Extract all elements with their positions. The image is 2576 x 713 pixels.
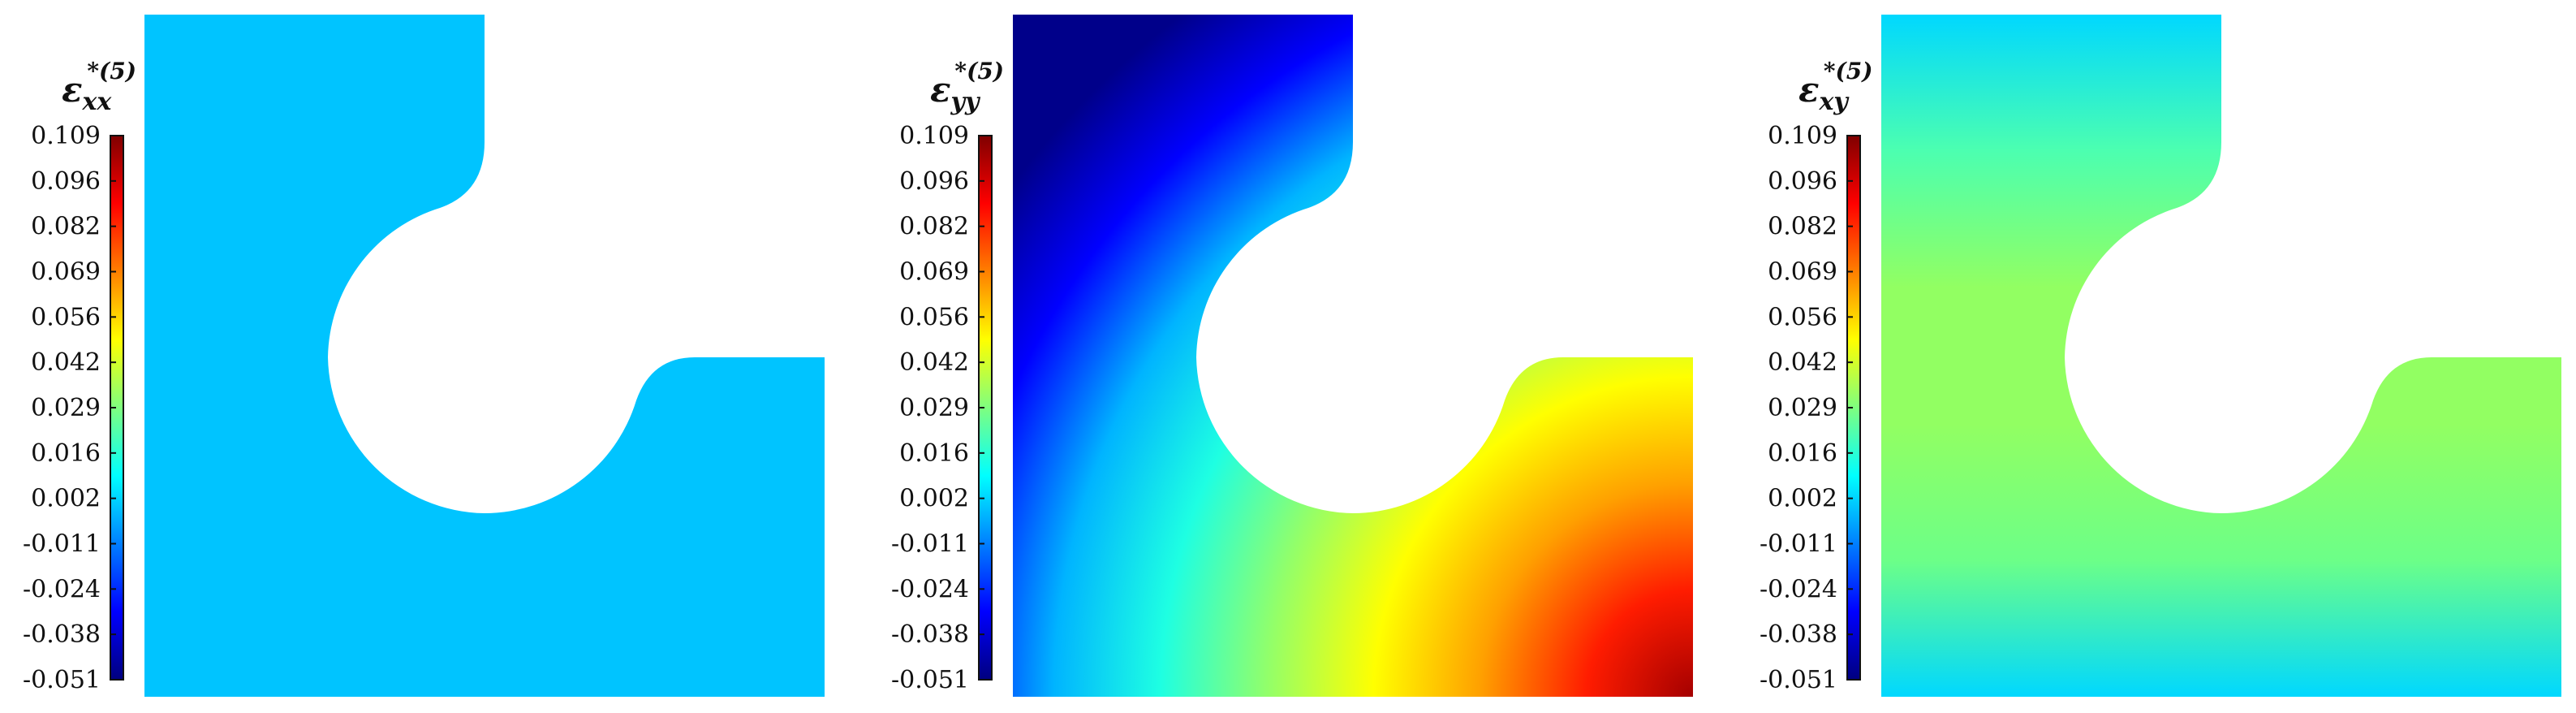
tick-label: 0.069 (31, 258, 101, 287)
tick-label: 0.109 (31, 122, 101, 150)
tick-label: 0.109 (899, 122, 969, 150)
plate-domain (144, 15, 825, 697)
tick-label: 0.082 (899, 213, 969, 241)
tick-label: -0.051 (1760, 666, 1837, 694)
tick-label: 0.002 (31, 485, 101, 513)
tick-label: -0.038 (891, 620, 969, 649)
tick-label: 0.056 (1768, 303, 1837, 331)
panel-eyy: εyy*(5) 0.109 0.096 0.082 0.069 0.056 0.… (891, 15, 1693, 697)
plate-domain (1013, 15, 1693, 697)
panel-exy: εxy*(5) 0.109 0.096 0.082 0.069 0.056 0.… (1760, 15, 2561, 697)
tick-label: 0.096 (1768, 167, 1837, 196)
colorbar-title: εxy*(5) (1798, 58, 1873, 116)
tick-label: 0.002 (899, 485, 969, 513)
colorbar-ticks: 0.109 0.096 0.082 0.069 0.056 0.042 0.02… (23, 122, 116, 694)
plate-domain (1881, 15, 2561, 697)
tick-label: 0.096 (899, 167, 969, 196)
tick-label: -0.011 (891, 530, 969, 559)
tick-label: 0.069 (1768, 258, 1837, 287)
tick-label: -0.024 (1760, 575, 1837, 603)
tick-label: -0.011 (1760, 530, 1837, 559)
tick-label: 0.029 (1768, 394, 1837, 422)
tick-label: -0.038 (23, 620, 101, 649)
tick-label: 0.069 (899, 258, 969, 287)
tick-label: -0.011 (23, 530, 101, 559)
colorbar-ticks: 0.109 0.096 0.082 0.069 0.056 0.042 0.02… (891, 122, 984, 694)
tick-label: 0.016 (899, 439, 969, 468)
tick-label: -0.051 (23, 666, 101, 694)
tick-label: 0.082 (31, 213, 101, 241)
tick-label: -0.024 (23, 575, 101, 603)
colorbar-title: εxx*(5) (62, 58, 136, 116)
tick-label: 0.029 (899, 394, 969, 422)
tick-label: 0.056 (899, 303, 969, 331)
tick-label: 0.029 (31, 394, 101, 422)
panel-exx: εxx*(5) 0.109 0.096 0.082 0.069 0.056 0.… (23, 15, 825, 697)
colorbar-title: εyy*(5) (930, 58, 1004, 116)
tick-label: -0.024 (891, 575, 969, 603)
tick-label: 0.042 (1768, 348, 1837, 377)
tick-label: 0.016 (31, 439, 101, 468)
tick-label: 0.096 (31, 167, 101, 196)
tick-label: 0.002 (1768, 485, 1837, 513)
tick-label: -0.051 (891, 666, 969, 694)
tick-label: -0.038 (1760, 620, 1837, 649)
tick-label: 0.082 (1768, 213, 1837, 241)
tick-label: 0.109 (1768, 122, 1837, 150)
colorbar-ticks: 0.109 0.096 0.082 0.069 0.056 0.042 0.02… (1760, 122, 1853, 694)
tick-label: 0.056 (31, 303, 101, 331)
tick-label: 0.042 (899, 348, 969, 377)
tick-label: 0.016 (1768, 439, 1837, 468)
tick-label: 0.042 (31, 348, 101, 377)
